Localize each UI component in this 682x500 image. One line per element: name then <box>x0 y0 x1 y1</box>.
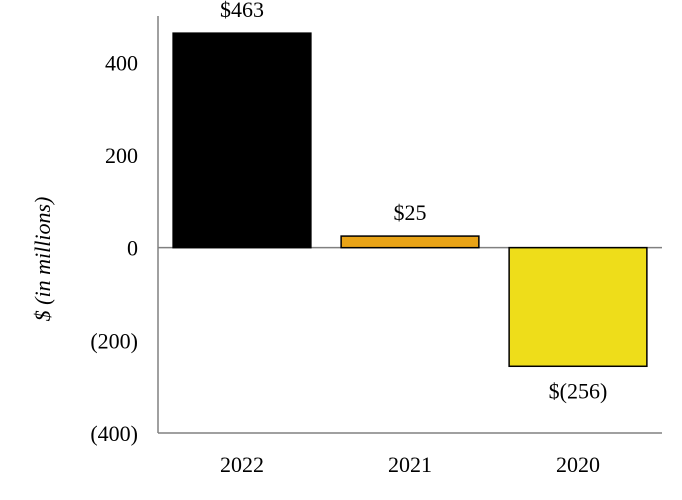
y-axis-label: $ (in millions) <box>30 197 55 322</box>
bar-2021 <box>340 235 480 249</box>
y-tick-label: (400) <box>90 421 138 446</box>
bar-2020 <box>508 246 648 368</box>
y-tick-labels: 400 200 0 (200) (400) <box>90 50 138 446</box>
y-tick-label: (200) <box>90 328 138 353</box>
data-labels: $463 $25 $(256) <box>220 0 607 403</box>
y-tick-label: 0 <box>127 236 138 261</box>
y-tick-label: 400 <box>105 50 138 75</box>
bar-2022 <box>172 32 312 249</box>
data-label-2020: $(256) <box>549 378 608 403</box>
category-labels: 2022 2021 2020 <box>220 452 600 477</box>
data-label-2022: $463 <box>220 0 264 22</box>
category-label-2021: 2021 <box>388 452 432 477</box>
y-tick-label: 200 <box>105 143 138 168</box>
category-label-2020: 2020 <box>556 452 600 477</box>
chart-bars <box>172 32 648 368</box>
category-label-2022: 2022 <box>220 452 264 477</box>
data-label-2021: $25 <box>394 200 427 225</box>
